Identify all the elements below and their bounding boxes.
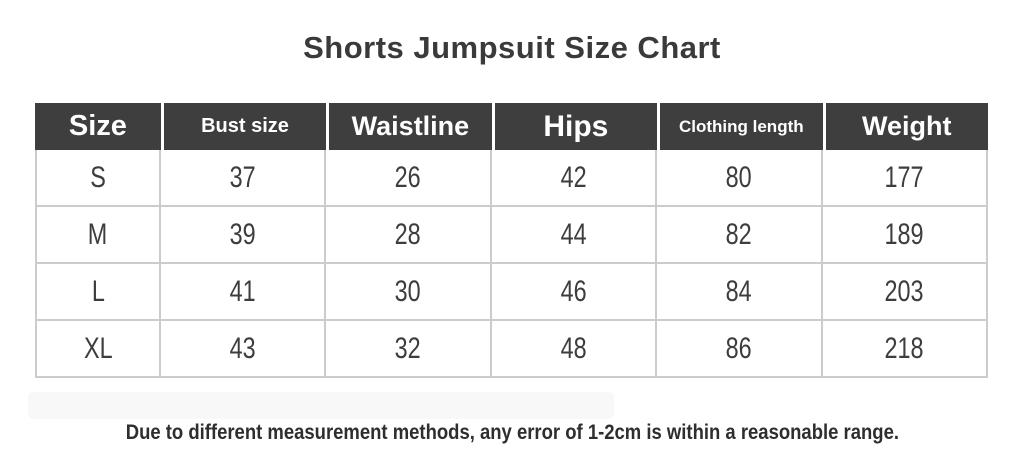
header-row: Size Bust size Waistline Hips Clothing l… bbox=[35, 103, 988, 150]
cell-value: 86 bbox=[725, 331, 752, 365]
cell-waist: 32 bbox=[326, 321, 492, 378]
header-hips: Hips bbox=[491, 103, 658, 150]
cell-value: 82 bbox=[725, 217, 752, 251]
cell-value: 44 bbox=[560, 217, 587, 251]
cell-bust: 41 bbox=[160, 264, 327, 321]
cell-waist: 30 bbox=[326, 264, 492, 321]
cell-bust: 37 bbox=[160, 150, 327, 207]
cell-weight: 203 bbox=[822, 264, 988, 321]
cell-value: 43 bbox=[229, 331, 256, 365]
cell-weight: 177 bbox=[822, 150, 988, 207]
footnote: Due to different measurement methods, an… bbox=[0, 421, 1024, 445]
header-waistline: Waistline bbox=[326, 103, 492, 150]
header-clothing-length: Clothing length bbox=[657, 103, 823, 150]
cell-weight: 218 bbox=[822, 321, 988, 378]
cell-size: M bbox=[35, 207, 161, 264]
cell-size: S bbox=[35, 150, 161, 207]
cell-value: 218 bbox=[884, 331, 924, 365]
cell-value: M bbox=[88, 217, 108, 251]
cell-size: XL bbox=[35, 321, 161, 378]
cell-value: 28 bbox=[394, 217, 421, 251]
cell-waist: 26 bbox=[326, 150, 492, 207]
cell-length: 86 bbox=[657, 321, 823, 378]
cell-hips: 42 bbox=[491, 150, 658, 207]
cell-value: 177 bbox=[884, 160, 924, 194]
cell-hips: 48 bbox=[491, 321, 658, 378]
header-weight: Weight bbox=[822, 103, 988, 150]
table-row-xl: XL 43 32 48 86 218 bbox=[35, 321, 988, 378]
header-size: Size bbox=[35, 103, 161, 150]
header-bust-size: Bust size bbox=[160, 103, 327, 150]
cell-value: L bbox=[91, 274, 105, 308]
cell-bust: 43 bbox=[160, 321, 327, 378]
cell-value: 41 bbox=[229, 274, 256, 308]
cell-length: 84 bbox=[657, 264, 823, 321]
footnote-text: Due to different measurement methods, an… bbox=[125, 421, 899, 444]
cell-length: 82 bbox=[657, 207, 823, 264]
cell-value: 39 bbox=[229, 217, 256, 251]
cell-value: 30 bbox=[394, 274, 421, 308]
cell-weight: 189 bbox=[822, 207, 988, 264]
cell-value: 84 bbox=[725, 274, 752, 308]
cell-bust: 39 bbox=[160, 207, 327, 264]
cell-value: 46 bbox=[560, 274, 587, 308]
table-row-m: M 39 28 44 82 189 bbox=[35, 207, 988, 264]
cell-hips: 46 bbox=[491, 264, 658, 321]
cell-value: 26 bbox=[394, 160, 421, 194]
cell-value: 32 bbox=[394, 331, 421, 365]
page-title: Shorts Jumpsuit Size Chart bbox=[303, 30, 721, 65]
cell-value: XL bbox=[83, 331, 113, 365]
cell-value: 42 bbox=[560, 160, 587, 194]
cell-value: 48 bbox=[560, 331, 587, 365]
cell-waist: 28 bbox=[326, 207, 492, 264]
table-row-l: L 41 30 46 84 203 bbox=[35, 264, 988, 321]
cell-length: 80 bbox=[657, 150, 823, 207]
faint-watermark-band bbox=[28, 392, 614, 419]
size-chart-table: Size Bust size Waistline Hips Clothing l… bbox=[35, 103, 988, 378]
cell-value: 80 bbox=[725, 160, 752, 194]
cell-size: L bbox=[35, 264, 161, 321]
cell-value: 37 bbox=[229, 160, 256, 194]
cell-value: 189 bbox=[884, 217, 924, 251]
table-row-s: S 37 26 42 80 177 bbox=[35, 150, 988, 207]
cell-value: S bbox=[90, 160, 106, 194]
cell-value: 203 bbox=[884, 274, 924, 308]
cell-hips: 44 bbox=[491, 207, 658, 264]
